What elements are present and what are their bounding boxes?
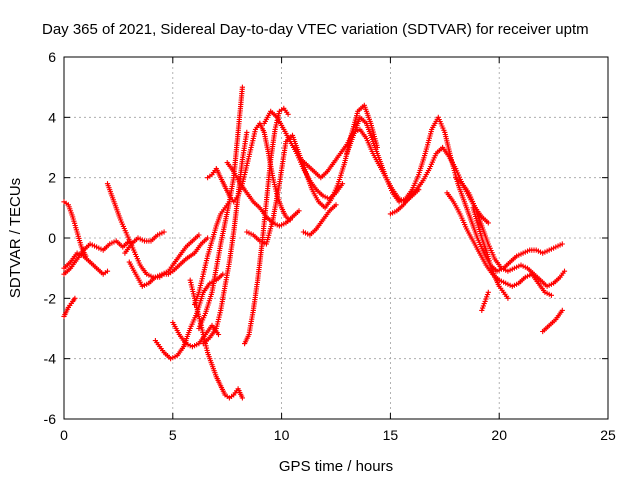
x-tick-label: 15 bbox=[383, 427, 399, 443]
plus-markers bbox=[540, 307, 565, 335]
x-tick-label: 10 bbox=[274, 427, 290, 443]
y-axis-label: SDTVAR / TECUs bbox=[7, 178, 24, 298]
y-tick-label: 6 bbox=[48, 49, 56, 65]
y-tick-label: -4 bbox=[44, 351, 57, 367]
series-track-21 bbox=[344, 114, 565, 274]
x-tick-label: 5 bbox=[169, 427, 177, 443]
y-tick-label: 0 bbox=[48, 230, 56, 246]
series-trace bbox=[106, 183, 209, 279]
series-trace bbox=[246, 103, 379, 246]
series-track-24 bbox=[453, 175, 568, 289]
plus-markers bbox=[344, 114, 565, 274]
plus-markers bbox=[122, 229, 167, 256]
plus-markers bbox=[470, 205, 511, 301]
series-track-27 bbox=[540, 307, 565, 335]
series-track-20 bbox=[300, 202, 339, 238]
x-tick-label: 25 bbox=[600, 427, 616, 443]
x-axis-label: GPS time / hours bbox=[279, 458, 393, 475]
plus-markers bbox=[300, 202, 339, 238]
series-track-14 bbox=[205, 120, 293, 223]
series-track-26 bbox=[479, 289, 491, 313]
axis-ticks: 0 5 10 15 20 25 -6 -4 -2 0 2 4 6 bbox=[44, 49, 616, 443]
plus-markers bbox=[453, 175, 568, 289]
series-track-7 bbox=[126, 232, 202, 289]
plus-markers bbox=[444, 190, 554, 298]
plus-markers bbox=[61, 295, 78, 319]
plus-markers bbox=[152, 271, 226, 362]
series-track-11 bbox=[192, 199, 232, 307]
series-track-23 bbox=[444, 190, 554, 298]
series-track-16 bbox=[242, 105, 291, 347]
y-tick-label: 4 bbox=[48, 109, 56, 125]
plus-markers bbox=[242, 105, 291, 347]
plus-markers bbox=[200, 129, 250, 347]
series-track-10 bbox=[187, 277, 245, 401]
plus-markers bbox=[479, 289, 491, 313]
series-track-4 bbox=[61, 238, 132, 277]
y-tick-label: -6 bbox=[44, 411, 57, 427]
series-track-8 bbox=[152, 271, 226, 362]
plus-markers bbox=[187, 277, 245, 401]
y-tick-label: 2 bbox=[48, 170, 56, 186]
plus-markers bbox=[292, 126, 422, 205]
series-track-6 bbox=[122, 229, 167, 256]
series-track-5 bbox=[104, 181, 211, 280]
x-tick-label: 0 bbox=[60, 427, 68, 443]
series-track-25 bbox=[470, 205, 511, 301]
plus-markers bbox=[192, 199, 232, 307]
plus-markers bbox=[126, 232, 202, 289]
plus-markers bbox=[104, 181, 211, 280]
grid bbox=[64, 57, 608, 419]
x-tick-label: 20 bbox=[491, 427, 507, 443]
plus-markers bbox=[205, 120, 293, 223]
series-track-13 bbox=[200, 129, 250, 347]
series-track-3 bbox=[61, 295, 78, 319]
y-tick-label: -2 bbox=[44, 290, 57, 306]
plus-markers bbox=[224, 160, 302, 229]
series-track-1 bbox=[61, 250, 111, 277]
data-series bbox=[61, 84, 568, 401]
chart-title: Day 365 of 2021, Sidereal Day-to-day VTE… bbox=[42, 21, 589, 38]
series-track-19 bbox=[292, 126, 422, 205]
plus-markers bbox=[61, 238, 132, 277]
